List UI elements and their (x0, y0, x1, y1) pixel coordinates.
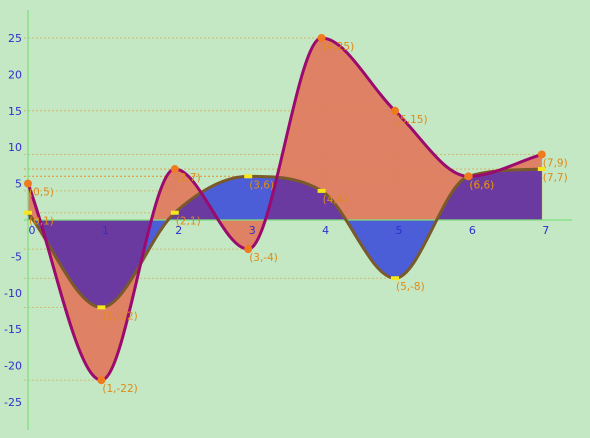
series-a-data-label-5: (5,15) (396, 114, 428, 126)
series-a-data-label-2: (2,7) (176, 172, 201, 184)
series-b-data-label-3: (3,6) (249, 179, 274, 191)
series-a-data-label-4: (4,25) (323, 41, 355, 53)
x-tick-label: 7 (542, 224, 549, 237)
series-b-point-4 (317, 188, 326, 193)
series-b-point-7 (537, 167, 546, 172)
series-b-point-2 (170, 210, 179, 215)
y-tick-label: 10 (8, 141, 22, 154)
y-tick-label: 15 (8, 105, 22, 118)
series-b-data-label-1: (1,-12) (102, 310, 137, 322)
series-b-data-label-2: (2,1) (176, 216, 201, 228)
series-a-point-4 (317, 34, 326, 42)
x-tick-label: 0 (29, 224, 36, 237)
y-tick-label: 25 (8, 32, 22, 45)
x-tick-label: 5 (396, 224, 403, 237)
x-tick-label: 6 (469, 224, 476, 237)
series-a-data-label-0: (0,5) (29, 187, 54, 199)
series-a-point-6 (464, 172, 473, 181)
y-tick-label: -15 (4, 323, 22, 336)
series-a-point-0 (24, 179, 32, 188)
y-tick-label: -25 (4, 396, 22, 409)
series-b-data-label-5: (5,-8) (396, 281, 425, 293)
x-tick-label: 1 (102, 224, 109, 237)
series-b-data-label-0: (0,1) (29, 216, 54, 228)
x-tick-label: 3 (249, 224, 256, 237)
series-b-data-label-6: (6,6) (469, 179, 494, 191)
series-b-point-1 (97, 305, 106, 310)
series-a-data-label-6: (6,6) (469, 179, 494, 191)
tick-labels: 0 1 2 3 4 5 6 7 -25 -20 -15 -10 -5 5 10 15 20 25 (4, 32, 549, 409)
series-b-data-label-7: (7,7) (543, 172, 568, 184)
x-tick-label: 4 (322, 224, 329, 237)
series-a-data-label-1: (1,-22) (102, 383, 137, 395)
y-tick-label: -20 (4, 360, 22, 373)
series-a-point-1 (97, 376, 106, 385)
overlap-area (28, 169, 542, 308)
y-tick-label: -5 (11, 250, 22, 263)
series-b-point-5 (391, 276, 399, 281)
series-a-point-7 (537, 150, 546, 159)
series-b-point-0 (24, 210, 32, 215)
series-a-data-label-3: (3,-4) (249, 252, 278, 264)
series-b-point-3 (244, 174, 253, 179)
y-tick-label: 20 (8, 68, 22, 81)
x-tick-label: 2 (175, 224, 182, 237)
point-markers (24, 34, 546, 385)
series-a-point-3 (244, 245, 253, 254)
series-a-data-label-7: (7,9) (543, 157, 568, 169)
series-a-point-5 (391, 106, 399, 115)
axes (24, 10, 572, 430)
y-tick-label: 5 (15, 178, 22, 191)
point-labels: (0,5) (1,-22) (2,7) (3,-4) (4,25) (5,15) (6,6)… (29, 41, 568, 395)
series-areas (28, 38, 542, 381)
y-tick-label: -10 (4, 287, 22, 300)
series-a-point-2 (170, 165, 179, 174)
series-b-data-label-4: (4,4) (323, 194, 348, 206)
